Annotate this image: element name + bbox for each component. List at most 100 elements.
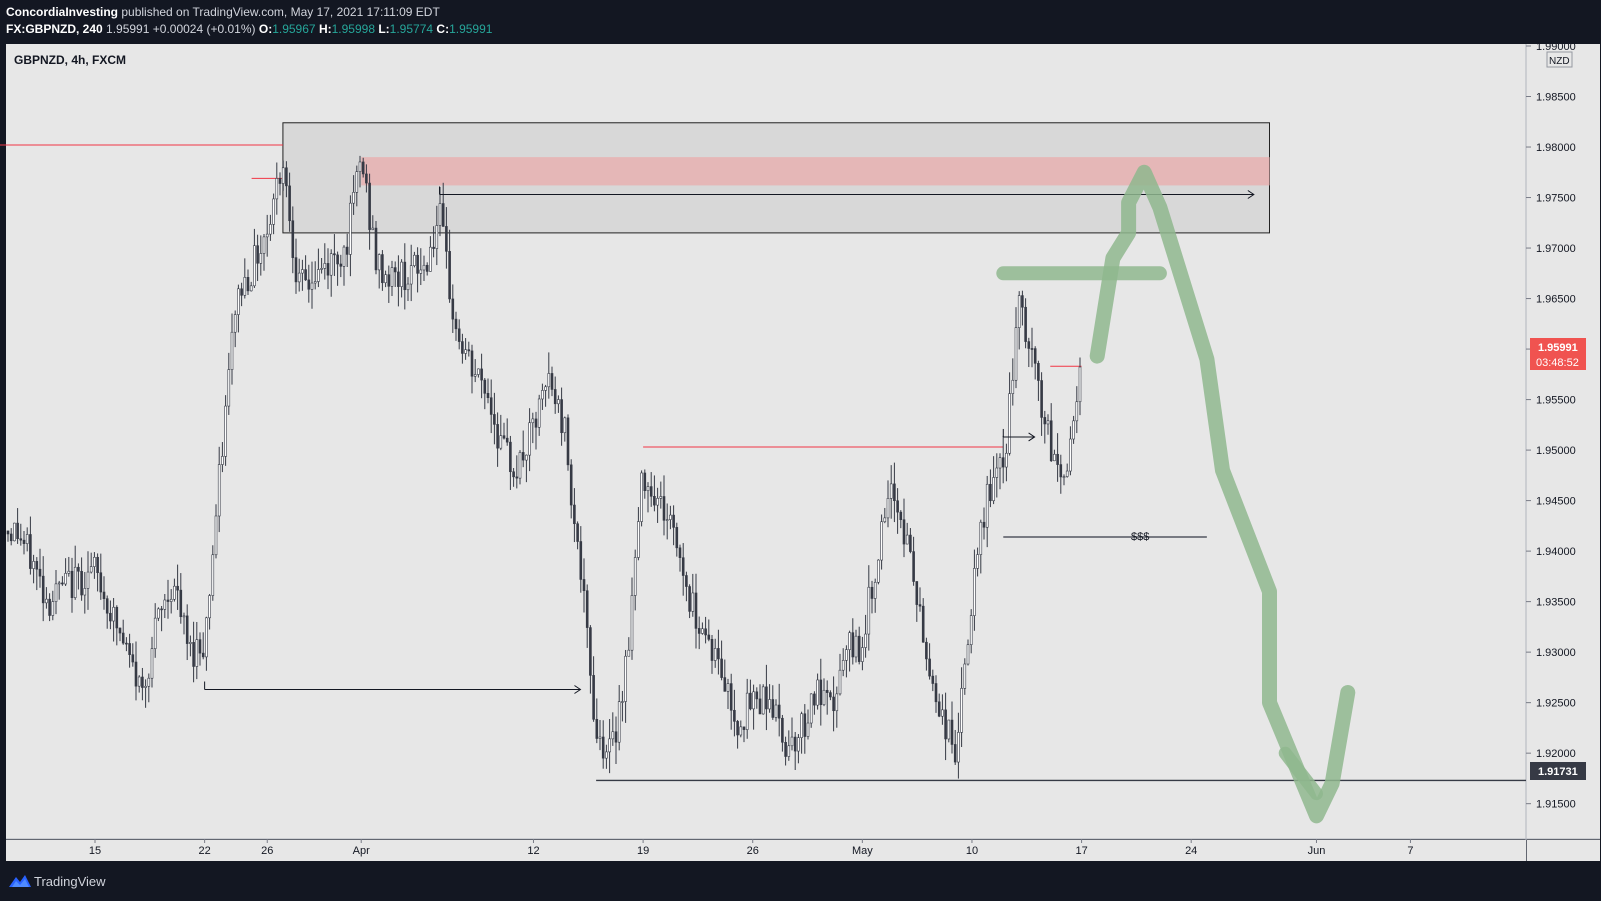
candle-up xyxy=(230,331,234,370)
candle-down xyxy=(755,691,759,700)
candle-down xyxy=(896,500,899,513)
candle-up xyxy=(806,722,810,737)
candle-down xyxy=(166,599,170,602)
candle-down xyxy=(931,675,935,684)
time-tick-label: 24 xyxy=(1185,845,1197,857)
candle-down xyxy=(893,483,896,502)
time-tick-label: 22 xyxy=(198,845,210,857)
candle-down xyxy=(851,632,855,658)
candle-up xyxy=(227,369,231,407)
candle-up xyxy=(89,566,93,573)
candle-down xyxy=(198,639,202,654)
candle-up xyxy=(269,224,272,235)
chart-legend-title: GBPNZD, 4h, FXCM xyxy=(14,53,126,67)
candle-up xyxy=(624,655,627,702)
time-tick-label: May xyxy=(852,845,873,857)
arrow-head xyxy=(574,685,582,694)
candle-up xyxy=(835,693,839,712)
candle-down xyxy=(134,661,138,687)
candle-up xyxy=(51,601,55,616)
tradingview-brand[interactable]: TradingView xyxy=(34,874,106,889)
candle-down xyxy=(9,533,13,542)
candle-down xyxy=(784,742,787,757)
candle-down xyxy=(614,731,618,743)
author-name[interactable]: ConcordiaInvesting xyxy=(6,5,119,19)
price-tick-label: 1.98500 xyxy=(1536,92,1576,104)
last-price-value: 1.95991 xyxy=(1538,342,1578,354)
candle-down xyxy=(99,572,103,593)
candle-up xyxy=(233,314,237,333)
candle-up xyxy=(669,514,672,520)
candle-up xyxy=(995,467,999,478)
candle-up xyxy=(960,688,963,733)
candle-down xyxy=(41,575,45,604)
candle-up xyxy=(854,635,858,658)
candle-up xyxy=(208,595,211,619)
candle-up xyxy=(531,418,535,424)
candle-up xyxy=(867,586,871,635)
candle-down xyxy=(461,341,464,354)
candle-down xyxy=(675,527,679,549)
candle-down xyxy=(345,246,349,255)
candle-down xyxy=(589,627,592,676)
candle-up xyxy=(630,595,634,651)
candle-up xyxy=(957,732,960,763)
price-tick-label: 1.94000 xyxy=(1536,546,1576,558)
candle-up xyxy=(1008,393,1011,454)
candle-down xyxy=(576,523,579,542)
candle-down xyxy=(819,679,823,706)
candle-down xyxy=(118,627,122,634)
candle-down xyxy=(681,557,685,576)
candle-down xyxy=(704,628,707,636)
candle-up xyxy=(761,686,765,715)
price-scale[interactable] xyxy=(1526,44,1600,839)
candle-up xyxy=(249,285,253,292)
candle-up xyxy=(608,738,611,753)
candle-down xyxy=(915,581,919,605)
candle-up xyxy=(889,483,893,499)
candle-down xyxy=(944,709,947,740)
candle-up xyxy=(774,704,778,718)
candle-down xyxy=(451,298,455,320)
candle-down xyxy=(909,534,912,552)
candle-up xyxy=(435,225,439,249)
candle-down xyxy=(80,570,83,596)
candle-up xyxy=(320,268,323,270)
candle-up xyxy=(323,263,327,269)
candle-down xyxy=(953,744,957,763)
candle-up xyxy=(1017,295,1021,328)
candle-up xyxy=(147,677,151,687)
candle-up xyxy=(1053,453,1056,462)
candle-down xyxy=(288,185,291,222)
bar-countdown: 03:48:52 xyxy=(1536,357,1579,369)
candle-down xyxy=(361,161,365,175)
candle-down xyxy=(48,598,51,616)
candle-down xyxy=(128,643,131,655)
open-value: 1.95967 xyxy=(272,22,316,36)
tradingview-logo-icon[interactable] xyxy=(8,873,32,889)
arrow-head xyxy=(1247,190,1255,199)
candle-down xyxy=(566,417,570,466)
drawing-tick xyxy=(1278,746,1323,801)
time-scale[interactable] xyxy=(6,840,1526,864)
candle-down xyxy=(509,441,512,473)
candle-down xyxy=(35,561,39,570)
candle-up xyxy=(1062,476,1066,478)
open-label: O: xyxy=(258,22,273,36)
candle-down xyxy=(781,717,784,743)
candle-up xyxy=(73,566,77,598)
candle-up xyxy=(985,483,989,528)
candle-down xyxy=(1001,457,1005,468)
candle-down xyxy=(201,652,205,658)
candle-down xyxy=(1037,363,1040,381)
candle-down xyxy=(454,318,458,330)
time-tick-label: Jun xyxy=(1308,845,1326,857)
candle-up xyxy=(301,269,304,274)
candle-up xyxy=(313,281,317,284)
last-price-tag: 1.95991 03:48:52 xyxy=(1530,338,1586,370)
candle-down xyxy=(339,263,343,267)
candle-up xyxy=(992,477,995,502)
candle-down xyxy=(125,642,128,645)
candle-down xyxy=(742,726,746,730)
